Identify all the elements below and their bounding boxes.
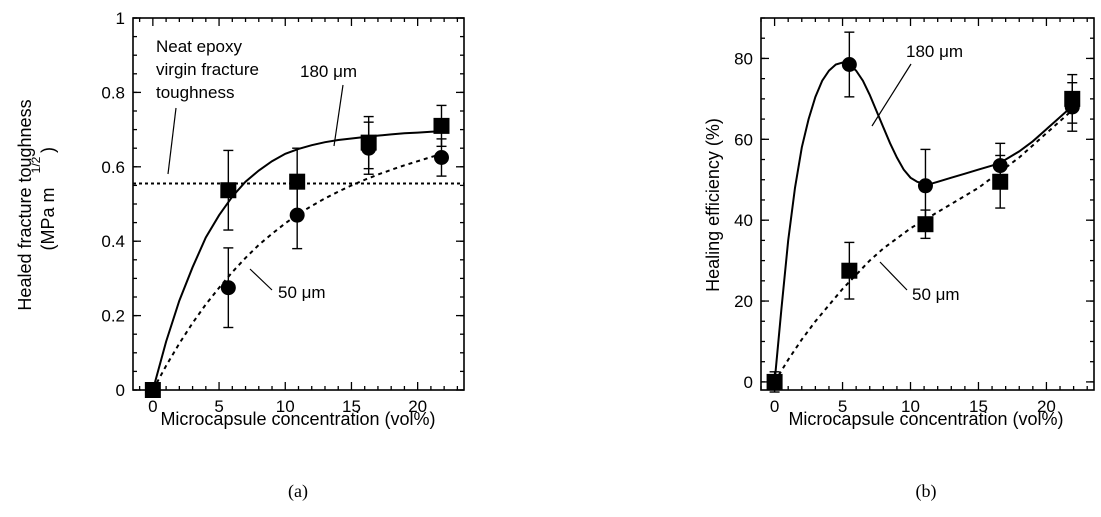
leader-50um-b [879, 261, 908, 291]
x-axis-label-a: Microcapsule concentration (vol%) [160, 409, 435, 429]
x-tick-label: 0 [770, 397, 779, 416]
data-point-circle-180um [841, 57, 857, 72]
data-point-circle-50um [433, 150, 449, 165]
annotation-180um-a: 180 μm [300, 62, 357, 81]
data-point-circle-50um [220, 280, 236, 296]
y-tick-label: 0.8 [101, 83, 125, 102]
panel-a-points [144, 104, 450, 398]
panel-a: 0 5 10 15 20 0 0.2 0.4 0.6 0.8 1 Neat epoxy virgin… [15, 9, 465, 429]
y-tick-label: 0 [744, 373, 753, 392]
panel-b: 0 5 10 15 20 0 20 40 60 80 180 μm 50 μm Microcaps… [703, 17, 1095, 429]
caption-a: (a) [288, 481, 308, 502]
annotation-50um-b: 50 μm [912, 285, 960, 304]
y-tick-label: 0 [116, 381, 125, 400]
data-point-square-180um [433, 117, 450, 134]
y-axis-label-a-close: ) [38, 147, 58, 153]
x-tick-label: 5 [214, 397, 223, 416]
leader-180um-b [871, 63, 912, 127]
panel-b-ticks: 0 5 10 15 20 0 20 40 60 80 [734, 17, 1094, 416]
data-point-square-50um [766, 373, 783, 390]
y-tick-label: 20 [734, 292, 753, 311]
y-tick-label: 80 [734, 49, 753, 68]
data-point-square-50um [841, 262, 858, 279]
annotation-180um-b: 180 μm [906, 42, 963, 61]
y-axis-label-a-line2: (MPa m [38, 188, 58, 251]
y-tick-label: 1 [116, 9, 125, 28]
fit-curve-180um [151, 130, 445, 391]
panel-b-frame [760, 17, 1095, 391]
x-tick-label: 10 [901, 397, 920, 416]
y-axis-label-a-exponent: 1/2 [29, 156, 43, 173]
x-tick-label: 15 [342, 397, 361, 416]
data-point-square-50um [1064, 90, 1081, 107]
data-point-circle-180um [917, 178, 933, 194]
data-point-circle-50um [361, 140, 377, 156]
x-tick-label: 15 [969, 397, 988, 416]
ref-label-line-1: Neat epoxy [156, 37, 242, 56]
ref-label-leader [167, 107, 177, 175]
x-tick-label: 10 [276, 397, 295, 416]
y-tick-label: 0.2 [101, 307, 125, 326]
x-tick-label: 20 [408, 397, 427, 416]
y-tick-label: 40 [734, 211, 753, 230]
leader-180um-a [333, 84, 344, 147]
fit-curve-50um [152, 152, 445, 391]
y-axis-label-a: Healed fracture toughness (MPa m 1/2 ) [15, 99, 58, 310]
data-point-square-180um [144, 382, 161, 398]
panel-b-points [766, 31, 1081, 393]
data-point-square-50um [992, 173, 1009, 190]
leader-50um-a [249, 268, 273, 291]
x-tick-label: 20 [1037, 397, 1056, 416]
y-axis-label-a-line1: Healed fracture toughness [15, 99, 35, 310]
panel-a-curves [151, 130, 445, 391]
x-axis-label-b: Microcapsule concentration (vol%) [788, 409, 1063, 429]
x-tick-label: 5 [838, 397, 847, 416]
annotation-50um-a: 50 μm [278, 283, 326, 302]
data-point-square-50um [917, 216, 934, 233]
y-tick-label: 60 [734, 130, 753, 149]
panel-a-ticks: 0 5 10 15 20 0 0.2 0.4 0.6 0.8 1 [101, 9, 464, 416]
caption-b: (b) [916, 481, 937, 502]
data-point-circle-50um [289, 207, 305, 223]
y-tick-label: 0.6 [101, 158, 125, 177]
ref-label-line-3: toughness [156, 83, 234, 102]
y-axis-label-b: Healing efficiency (%) [703, 118, 723, 292]
ref-label-line-2: virgin fracture [156, 60, 259, 79]
data-point-square-180um [220, 182, 237, 199]
x-tick-label: 0 [148, 397, 157, 416]
y-tick-label: 0.4 [101, 232, 125, 251]
